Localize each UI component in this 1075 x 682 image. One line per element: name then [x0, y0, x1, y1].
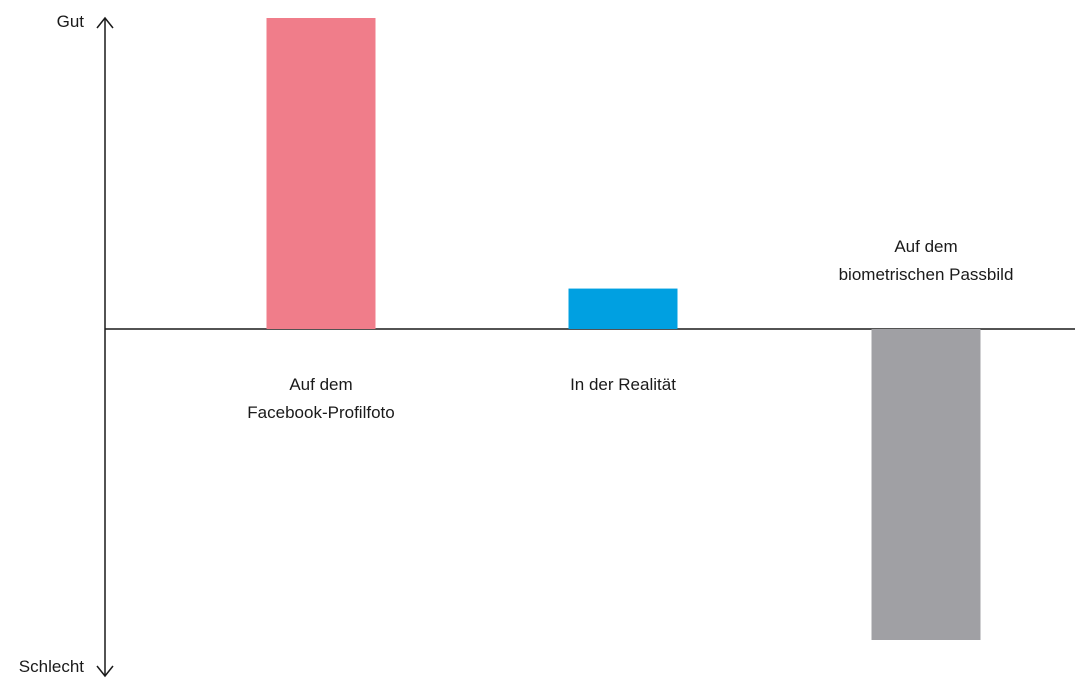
category-label-line: In der Realität	[570, 375, 676, 394]
category-label-0: Auf dem Facebook-Profilfoto	[247, 375, 394, 422]
axis-top-label: Gut	[57, 12, 85, 31]
category-label-line: Facebook-Profilfoto	[247, 403, 394, 422]
arrow-up-icon	[96, 16, 114, 29]
category-label-line: Auf dem	[894, 237, 957, 256]
category-label-line: biometrischen Passbild	[839, 265, 1014, 284]
category-label-1: In der Realität	[570, 375, 676, 394]
bar-1	[568, 288, 678, 329]
axis-bottom-label: Schlecht	[19, 657, 84, 676]
bar-2	[871, 329, 981, 640]
category-label-line: Auf dem	[289, 375, 352, 394]
bar-0	[266, 18, 376, 329]
arrow-down-icon	[96, 665, 114, 678]
category-labels: Auf dem Facebook-Profilfoto In der Realitä…	[247, 237, 1013, 422]
category-label-2: Auf dem biometrischen Passbild	[839, 237, 1014, 284]
bars	[266, 18, 981, 640]
